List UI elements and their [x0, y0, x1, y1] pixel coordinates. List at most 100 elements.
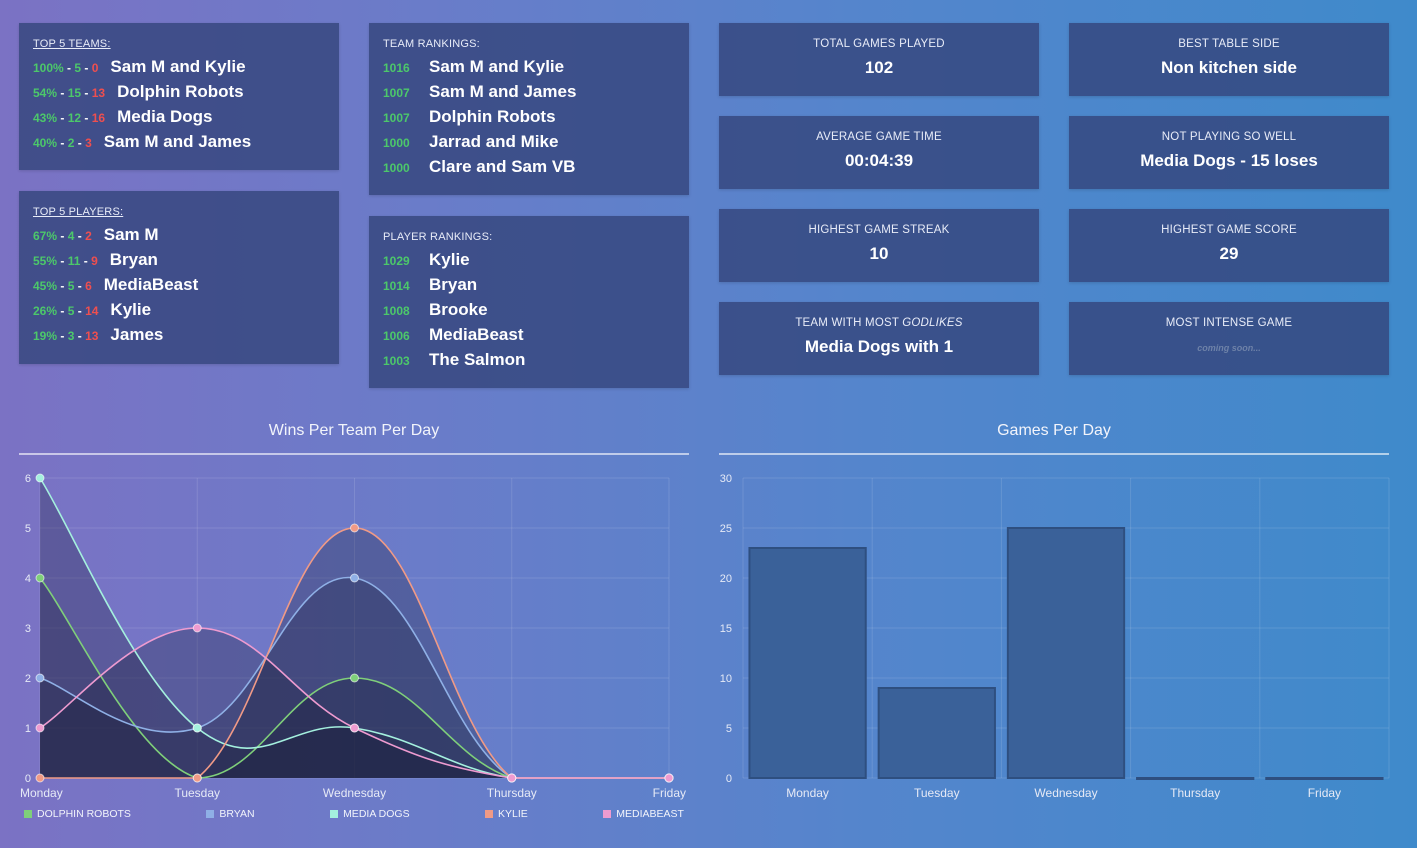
- record-stat: 19% - 3 - 13: [33, 329, 99, 343]
- data-point[interactable]: [350, 573, 359, 583]
- rank-score: 1000: [383, 136, 410, 150]
- data-point[interactable]: [507, 773, 517, 783]
- x-tick-label: Tuesday: [914, 786, 960, 800]
- highest-streak-value: 10: [869, 244, 889, 263]
- bar-tuesday[interactable]: [877, 687, 996, 779]
- record-stat: 40% - 2 - 3: [33, 136, 92, 150]
- list-item[interactable]: 1003 The Salmon: [383, 350, 675, 375]
- top-teams-title: TOP 5 TEAMS:: [33, 38, 111, 50]
- data-point[interactable]: [350, 723, 359, 733]
- y-tick-label: 15: [720, 623, 732, 635]
- list-item[interactable]: 1008 Brooke: [383, 300, 675, 325]
- entry-name: Sam M and Kylie: [429, 57, 565, 76]
- legend-label: DOLPHIN ROBOTS: [37, 808, 131, 820]
- most-godlikes-label: TEAM WITH MOST GODLIKES: [719, 317, 1039, 329]
- wins-chart-title: Wins Per Team Per Day: [268, 422, 440, 439]
- losses-count: 13: [85, 329, 99, 343]
- legend-item[interactable]: BRYAN: [206, 808, 255, 820]
- losses-count: 6: [85, 279, 92, 293]
- rank-score: 1000: [383, 161, 410, 175]
- wins-count: 11: [67, 254, 81, 268]
- y-tick-label: 5: [25, 523, 31, 535]
- list-item[interactable]: 67% - 4 - 2 Sam M: [33, 225, 325, 250]
- legend-label: KYLIE: [498, 808, 528, 820]
- win-pct: 100%: [33, 61, 64, 75]
- rank-score: 1006: [383, 329, 410, 343]
- record-stat: 54% - 15 - 13: [33, 86, 106, 100]
- most-godlikes-label-prefix: TEAM WITH MOST: [795, 317, 903, 329]
- bar-wednesday[interactable]: [1006, 527, 1126, 779]
- legend-item[interactable]: KYLIE: [485, 808, 528, 820]
- list-item[interactable]: 1006 MediaBeast: [383, 325, 675, 350]
- bar-monday[interactable]: [748, 547, 867, 779]
- data-point[interactable]: [664, 773, 674, 783]
- not-playing-well-label: NOT PLAYING SO WELL: [1161, 131, 1297, 143]
- legend-swatch: [24, 810, 32, 818]
- data-point[interactable]: [35, 573, 45, 583]
- data-point[interactable]: [35, 773, 45, 783]
- team-rankings-panel: TEAM RANKINGS: 1016 Sam M and Kylie 1007 Sa…: [369, 23, 689, 195]
- list-item[interactable]: 26% - 5 - 14 Kylie: [33, 300, 325, 325]
- bar-friday[interactable]: [1265, 777, 1384, 780]
- y-tick-label: 6: [25, 473, 31, 485]
- x-tick-label: Monday: [786, 786, 829, 800]
- data-point[interactable]: [350, 523, 359, 533]
- list-item[interactable]: 55% - 11 - 9 Bryan: [33, 250, 325, 275]
- series-line-mediabeast: [39, 627, 669, 779]
- entry-name: Sam M and James: [429, 82, 577, 101]
- data-point[interactable]: [350, 673, 359, 683]
- entry-name: Kylie: [110, 300, 152, 319]
- legend-item[interactable]: MEDIA DOGS: [330, 808, 410, 820]
- wins-count: 2: [67, 136, 75, 150]
- list-item[interactable]: 54% - 15 - 13 Dolphin Robots: [33, 82, 325, 107]
- rank-score: 1029: [383, 254, 410, 268]
- data-point[interactable]: [192, 723, 202, 733]
- series-area-media_dogs: [40, 478, 669, 778]
- list-item[interactable]: 1029 Kylie: [383, 250, 675, 275]
- wins-count: 15: [67, 86, 82, 100]
- data-point[interactable]: [35, 673, 45, 683]
- games-chart-rule: [719, 453, 1389, 455]
- total-games-label: TOTAL GAMES PLAYED: [813, 38, 945, 50]
- series-area-kylie: [40, 528, 669, 778]
- y-tick-label: 5: [726, 723, 732, 735]
- rank-score: 1003: [383, 354, 410, 368]
- legend-item[interactable]: DOLPHIN ROBOTS: [24, 808, 131, 820]
- win-pct: 67%: [33, 229, 58, 243]
- highest-score-value: 29: [1219, 244, 1239, 263]
- list-item[interactable]: 1014 Bryan: [383, 275, 675, 300]
- wins-count: 12: [67, 111, 82, 125]
- list-item[interactable]: 1007 Dolphin Robots: [383, 107, 675, 132]
- games-chart-title: Games Per Day: [997, 422, 1111, 439]
- wins-count: 5: [67, 304, 75, 318]
- wins-per-team-chart: 0 1 2 3 4 5 6 Monday Tuesday Wednesday Thursday Fri…: [20, 473, 686, 800]
- avg-time-value: 00:04:39: [844, 151, 914, 170]
- entry-name: Clare and Sam VB: [429, 157, 576, 176]
- list-item[interactable]: 40% - 2 - 3 Sam M and James: [33, 132, 325, 157]
- data-point[interactable]: [192, 773, 202, 783]
- entry-name: Sam M: [103, 225, 159, 244]
- best-side-value: Non kitchen side: [1160, 58, 1298, 77]
- win-pct: 55%: [33, 254, 58, 268]
- rank-score: 1007: [383, 111, 410, 125]
- list-item[interactable]: 1007 Sam M and James: [383, 82, 675, 107]
- rank-score: 1016: [383, 61, 410, 75]
- data-point[interactable]: [35, 723, 45, 733]
- list-item[interactable]: 1000 Jarrad and Mike: [383, 132, 675, 157]
- list-item[interactable]: 1016 Sam M and Kylie: [383, 57, 675, 82]
- list-item[interactable]: 43% - 12 - 16 Media Dogs: [33, 107, 325, 132]
- losses-count: 0: [91, 61, 99, 75]
- data-point[interactable]: [192, 623, 202, 633]
- highest-score-card: HIGHEST GAME SCORE 29: [1069, 209, 1389, 282]
- list-item[interactable]: 45% - 5 - 6 MediaBeast: [33, 275, 325, 300]
- list-item[interactable]: 19% - 3 - 13 James: [33, 325, 325, 350]
- list-item[interactable]: 1000 Clare and Sam VB: [383, 157, 675, 182]
- games-per-day-chart: 0 5 10 15 20 25 30 Monday Tuesday Wednesday Thursd…: [720, 473, 1390, 800]
- highest-streak-card: HIGHEST GAME STREAK 10: [719, 209, 1039, 282]
- list-item[interactable]: 100% - 5 - 0 Sam M and Kylie: [33, 57, 325, 82]
- data-point[interactable]: [35, 473, 45, 483]
- win-pct: 40%: [33, 136, 58, 150]
- bar-thursday[interactable]: [1136, 777, 1255, 780]
- win-pct: 26%: [33, 304, 58, 318]
- legend-item[interactable]: MEDIABEAST: [603, 808, 684, 820]
